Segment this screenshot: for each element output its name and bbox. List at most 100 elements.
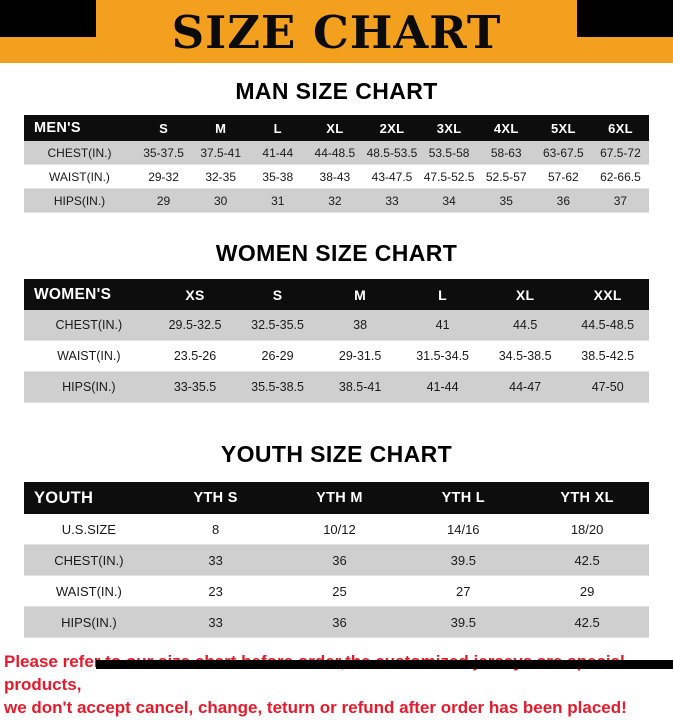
table-header-cell: 4XL [477, 115, 535, 141]
value-cell: 29 [156, 193, 171, 208]
value-cell: 23.5-26 [173, 349, 217, 363]
value-cell: 39.5 [450, 614, 476, 630]
corner-block-right [577, 0, 673, 37]
value-cell: 29-32 [148, 169, 179, 184]
value-cell: 27 [456, 583, 471, 599]
table-header-cell: 3XL [420, 115, 478, 141]
row-label-cell: WAIST(IN.) [55, 583, 122, 599]
value-cell: 48.5-53.5 [366, 145, 418, 160]
table-header-cell: YTH XL [525, 482, 649, 514]
value-cell: 38.5-41 [338, 380, 382, 394]
value-cell: 10/12 [323, 521, 356, 537]
disclaimer-line-2: we don't accept cancel, change, teturn o… [4, 697, 627, 717]
youth-size-table: YOUTH YTH S YTH M YTH L YTH XL U.S.SIZE 8 10/12… [24, 482, 649, 638]
value-cell: 29.5-32.5 [168, 318, 222, 332]
row-label-cell: HIPS(IN.) [62, 380, 116, 394]
table-row: U.S.SIZE 8 10/12 14/16 18/20 [24, 514, 649, 545]
value-cell: 53.5-58 [428, 145, 470, 160]
value-cell: 36 [556, 193, 570, 208]
table-header-cell: YTH S [153, 482, 278, 514]
value-cell: 44.5-48.5 [581, 318, 635, 332]
table-header-row: WOMEN'S XS S M L XL XXL [24, 279, 649, 310]
table-header-label: YOUTH [24, 482, 154, 514]
value-cell: 57-62 [547, 169, 579, 184]
row-label-cell: HIPS(IN.) [53, 193, 106, 208]
value-cell: 33 [208, 552, 223, 568]
value-cell: 31 [271, 193, 285, 208]
value-cell: 41-44 [426, 380, 459, 394]
women-size-table: WOMEN'S XS S M L XL XXL CHEST(IN.) 29.5-32.5 32.5… [24, 279, 649, 403]
table-header-cell: S [236, 279, 319, 310]
value-cell: 47.5-52.5 [423, 169, 475, 184]
table-row: HIPS(IN.) 33 36 39.5 42.5 [24, 606, 649, 638]
row-label-cell: HIPS(IN.) [61, 614, 117, 630]
table-row: WAIST(IN.) 23.5-26 26-29 29-31.5 31.5-34.5 34… [24, 341, 649, 372]
value-cell: 31.5-34.5 [416, 349, 470, 363]
youth-section-heading: YOUTH SIZE CHART [220, 441, 453, 467]
value-cell: 38-43 [319, 169, 351, 184]
row-label-cell: CHEST(IN.) [55, 318, 123, 332]
man-section-heading: MAN SIZE CHART [235, 78, 438, 104]
disclaimer-line-1: Please refer to our size chart before or… [4, 652, 625, 694]
value-cell: 35-38 [262, 169, 294, 184]
table-header-row: MEN'S S M L XL 2XL 3XL 4XL 5XL 6XL [24, 115, 649, 141]
value-cell: 39.5 [450, 552, 476, 568]
value-cell: 26-29 [261, 349, 294, 363]
value-cell: 52.5-57 [485, 169, 527, 184]
table-header-cell: XL [483, 279, 567, 310]
value-cell: 18/20 [570, 521, 604, 537]
row-label-cell: U.S.SIZE [61, 521, 116, 537]
value-cell: 67.5-72 [600, 145, 641, 160]
value-cell: 62-66.5 [600, 169, 641, 184]
value-cell: 35-37.5 [143, 145, 184, 160]
value-cell: 33 [208, 614, 223, 630]
table-header-cell: YTH L [401, 482, 526, 514]
value-cell: 33 [385, 193, 399, 208]
table-row: WAIST(IN.) 23 25 27 29 [24, 576, 649, 607]
table-header-cell: L [401, 279, 484, 310]
title-banner: SIZE CHART [0, 0, 673, 63]
value-cell: 8 [212, 521, 220, 537]
table-header-cell: YTH M [277, 482, 402, 514]
value-cell: 47-50 [591, 380, 624, 394]
value-cell: 34.5-38.5 [498, 349, 552, 363]
value-cell: 44-48.5 [314, 145, 356, 160]
value-cell: 36 [332, 552, 347, 568]
value-cell: 44-47 [509, 380, 542, 394]
table-header-label: MEN'S [24, 115, 135, 141]
value-cell: 58-63 [490, 145, 522, 160]
value-cell: 38.5-42.5 [581, 349, 635, 363]
value-cell: 42.5 [574, 552, 600, 568]
value-cell: 32 [328, 193, 342, 208]
table-header-cell: 6XL [591, 115, 649, 141]
table-header-cell: L [249, 115, 307, 141]
table-header-cell: 2XL [363, 115, 421, 141]
value-cell: 63-67.5 [542, 145, 584, 160]
value-cell: 36 [332, 614, 347, 630]
value-cell: 37.5-41 [200, 145, 242, 160]
value-cell: 42.5 [574, 614, 600, 630]
table-header-label: WOMEN'S [24, 279, 154, 310]
table-row: WAIST(IN.) 29-32 32-35 35-38 38-43 43-47.5 47.… [24, 165, 649, 189]
value-cell: 38 [353, 318, 368, 332]
value-cell: 35 [499, 193, 513, 208]
bottom-border-bar [96, 660, 673, 669]
table-row: CHEST(IN.) 29.5-32.5 32.5-35.5 38 41 44.5 44.5… [24, 310, 649, 341]
table-row: CHEST(IN.) 35-37.5 37.5-41 41-44 44-48.5 48.5… [24, 141, 649, 165]
value-cell: 23 [208, 583, 223, 599]
row-label-cell: CHEST(IN.) [47, 145, 112, 160]
page-title: SIZE CHART [171, 6, 502, 59]
women-section-heading: WOMEN SIZE CHART [215, 240, 458, 266]
table-header-cell: S [135, 115, 193, 141]
table-header-cell: XS [153, 279, 237, 310]
value-cell: 41 [435, 318, 450, 332]
value-cell: 44.5 [512, 318, 538, 332]
value-cell: 35.5-38.5 [251, 380, 304, 394]
table-header-row: YOUTH YTH S YTH M YTH L YTH XL [24, 482, 649, 514]
value-cell: 29-31.5 [338, 349, 382, 363]
table-row: HIPS(IN.) 29 30 31 32 33 34 35 36 37 [24, 188, 649, 213]
table-header-cell: M [192, 115, 250, 141]
table-header-cell: XL [306, 115, 364, 141]
value-cell: 25 [332, 583, 347, 599]
value-cell: 14/16 [447, 521, 480, 537]
